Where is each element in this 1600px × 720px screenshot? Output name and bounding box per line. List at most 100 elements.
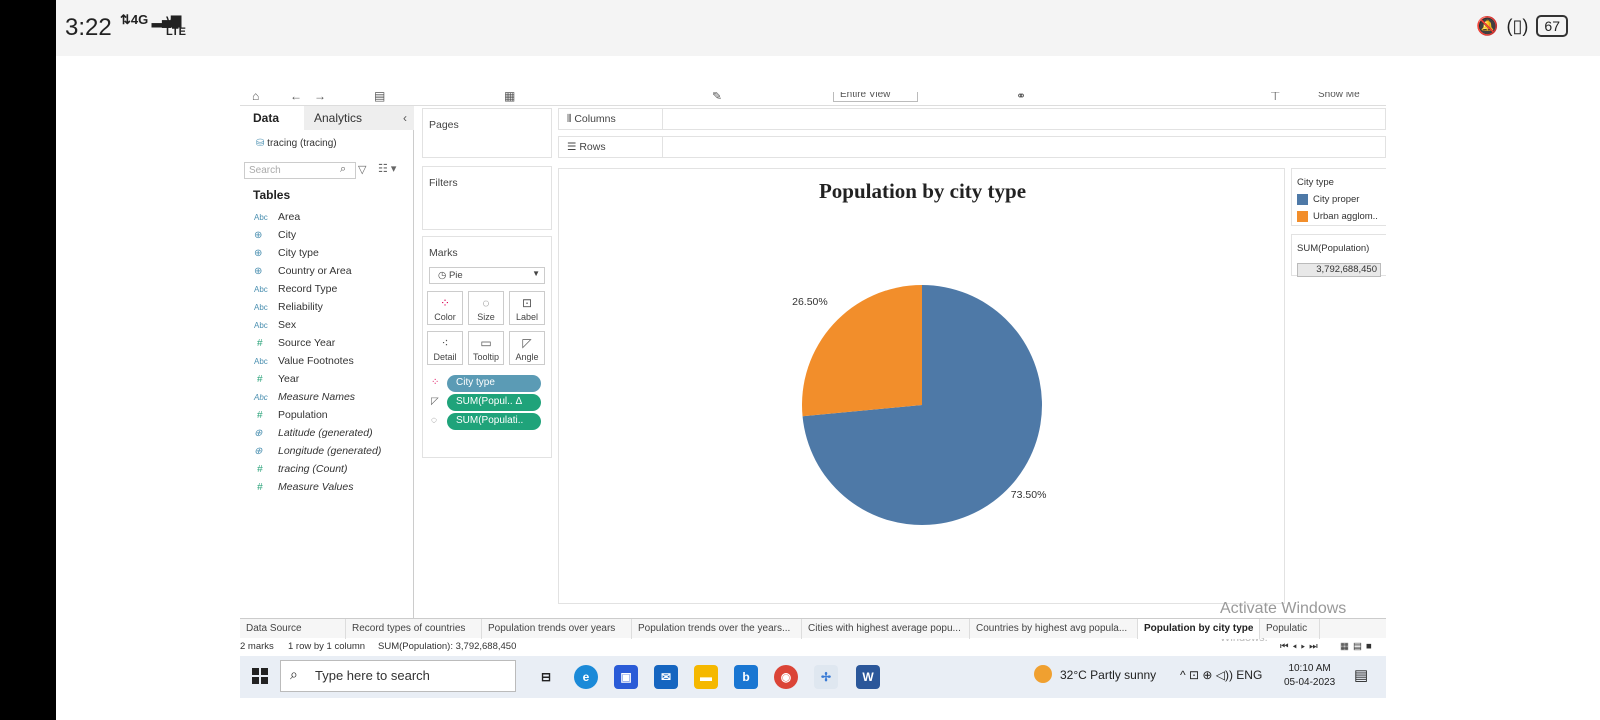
mark-type-icon: ◷ — [438, 270, 449, 281]
string-type-icon: Abc — [254, 320, 268, 330]
sheet-tab[interactable]: Population by city type — [1138, 619, 1260, 639]
field-name: Year — [278, 373, 300, 385]
marks-angle-button[interactable]: ◸ Angle — [509, 331, 545, 365]
pie-data-label-0: 73.50% — [1011, 489, 1047, 501]
highlight-icon[interactable]: ✎ — [712, 92, 723, 103]
fit-view-select[interactable]: Entire View — [833, 92, 918, 102]
edge-icon[interactable]: e — [574, 665, 598, 689]
field-item[interactable]: # Measure Values — [254, 478, 381, 496]
field-item[interactable]: Abc Value Footnotes — [254, 352, 381, 370]
field-item[interactable]: ⊕ Longitude (generated) — [254, 442, 381, 460]
marks-detail-button[interactable]: ⁖ Detail — [427, 331, 463, 365]
field-item[interactable]: Abc Measure Names — [254, 388, 381, 406]
legend-title: City type — [1297, 177, 1334, 188]
new-data-source-icon[interactable]: ▤ — [374, 92, 386, 103]
marks-color-button[interactable]: ⁘ Color — [427, 291, 463, 325]
field-item[interactable]: Abc Sex — [254, 316, 381, 334]
datasource-label: tracing (tracing) — [267, 138, 337, 149]
field-item[interactable]: # Population — [254, 406, 381, 424]
sheet-tab[interactable]: Record types of countries — [346, 619, 482, 639]
pill-sum-population-angle[interactable]: SUM(Popul.. Δ — [447, 394, 541, 411]
tab-analytics[interactable]: Analytics — [304, 106, 414, 130]
sheet-tab[interactable]: Population trends over years — [482, 619, 632, 639]
windows-taskbar: Type here to search ⌕ ⊟ e ▣ ✉ ▬ b ◉ ✢ W … — [240, 656, 1386, 698]
sheet-tabs: Data Source Record types of countries Popu… — [240, 618, 1386, 639]
weather-text[interactable]: 32°C Partly sunny — [1060, 668, 1157, 682]
field-item[interactable]: ⊕ City type — [254, 244, 381, 262]
word-icon[interactable]: W — [856, 665, 880, 689]
pin-icon[interactable]: ⊤ — [1270, 92, 1281, 103]
field-item[interactable]: Abc Record Type — [254, 280, 381, 298]
weather-icon[interactable] — [1034, 665, 1052, 683]
pill-city-type[interactable]: City type — [447, 375, 541, 392]
number-type-icon: # — [257, 409, 263, 421]
taskbar-clock[interactable]: 10:10 AM 05-04-2023 — [1284, 662, 1335, 690]
marks-size-button[interactable]: ◌ Size — [468, 291, 504, 325]
tables-heading: Tables — [253, 188, 291, 202]
marks-label-button[interactable]: ⊡ Label — [509, 291, 545, 325]
string-type-icon: Abc — [254, 284, 268, 294]
status-sum: SUM(Population): 3,792,688,450 — [378, 641, 517, 652]
undo-icon[interactable]: ← — [290, 92, 302, 103]
pages-title: Pages — [429, 119, 459, 131]
taskbar-search-input[interactable]: Type here to search — [280, 660, 516, 692]
pie-slice-1[interactable] — [802, 285, 922, 417]
sheet-tab[interactable]: Populatic — [1260, 619, 1320, 639]
field-item[interactable]: ⊕ City — [254, 226, 381, 244]
mark-type-select[interactable]: ◷ Pie ▼ — [429, 267, 545, 284]
tableau-icon[interactable]: ✢ — [814, 665, 838, 689]
sheet-nav-icon[interactable]: ⏮◂▸⏭ — [1280, 641, 1322, 652]
legend-item-urban[interactable]: Urban agglom.. — [1297, 208, 1381, 225]
color-icon: ⁘ — [439, 296, 451, 310]
search-icon[interactable]: ⌕ — [340, 163, 347, 175]
pages-card[interactable]: Pages — [422, 108, 552, 158]
datasource-item[interactable]: ⛁ tracing (tracing) — [256, 138, 337, 149]
collapse-pane-icon[interactable]: ‹ — [403, 111, 407, 125]
notification-icon[interactable]: ▤ — [1354, 667, 1369, 684]
field-search-input[interactable]: Search — [244, 162, 356, 179]
number-type-icon: # — [257, 337, 263, 349]
angle-icon: ◸ — [522, 336, 532, 350]
rows-shelf[interactable]: ☰ Rows — [558, 136, 1386, 158]
legend-item-city-proper[interactable]: City proper — [1297, 191, 1381, 208]
field-item[interactable]: # Year — [254, 370, 381, 388]
field-item[interactable]: # tracing (Count) — [254, 460, 381, 478]
filter-icon[interactable]: ▽ — [358, 164, 367, 176]
store-icon[interactable]: ▣ — [614, 665, 638, 689]
sheet-tab[interactable]: Data Source — [240, 619, 346, 639]
home-icon[interactable]: ⌂ — [252, 92, 260, 103]
view-options-icon[interactable]: ☷ ▾ — [378, 163, 397, 175]
tab-data[interactable]: Data — [253, 111, 280, 125]
columns-shelf[interactable]: ⫴ Columns — [558, 108, 1386, 130]
field-item[interactable]: # Source Year — [254, 334, 381, 352]
sheet-tab[interactable]: Population trends over the years... — [632, 619, 802, 639]
globe-icon: ⊕ — [254, 247, 263, 259]
sheet-tab[interactable]: Countries by highest avg popula... — [970, 619, 1138, 639]
share-icon[interactable]: ⚭ — [1016, 92, 1027, 103]
tray-icons[interactable]: ^ ⊡ ⊕ ◁)) ENG — [1180, 668, 1263, 682]
pie-slice-0[interactable] — [802, 285, 1042, 525]
chrome-icon[interactable]: ◉ — [774, 665, 798, 689]
field-item[interactable]: ⊕ Country or Area — [254, 262, 381, 280]
marks-tooltip-button[interactable]: ▭ Tooltip — [468, 331, 504, 365]
sheet-tab[interactable]: Cities with highest average popu... — [802, 619, 970, 639]
field-item[interactable]: ⊕ Latitude (generated) — [254, 424, 381, 442]
bing-icon[interactable]: b — [734, 665, 758, 689]
sheet-sorter-icon[interactable]: ▦▤■ — [1340, 641, 1376, 652]
task-view-icon[interactable]: ⊟ — [540, 670, 552, 684]
filters-card[interactable]: Filters — [422, 166, 552, 230]
field-item[interactable]: Abc Reliability — [254, 298, 381, 316]
show-me-button[interactable]: Show Me — [1318, 92, 1360, 100]
field-name: Sex — [278, 319, 297, 331]
windows-start-icon[interactable] — [252, 668, 268, 684]
mail-icon[interactable]: ✉ — [654, 665, 678, 689]
field-name: Record Type — [278, 283, 338, 295]
chevron-down-icon: ▼ — [532, 269, 540, 278]
pill-sum-population-size[interactable]: SUM(Populati.. — [447, 413, 541, 430]
signal-label: 4G — [130, 12, 149, 27]
file-explorer-icon[interactable]: ▬ — [694, 665, 718, 689]
redo-icon[interactable]: → — [314, 92, 326, 103]
field-item[interactable]: Abc Area — [254, 208, 381, 226]
new-worksheet-icon[interactable]: ▦ — [504, 92, 516, 103]
language-indicator[interactable]: ENG — [1236, 668, 1263, 682]
